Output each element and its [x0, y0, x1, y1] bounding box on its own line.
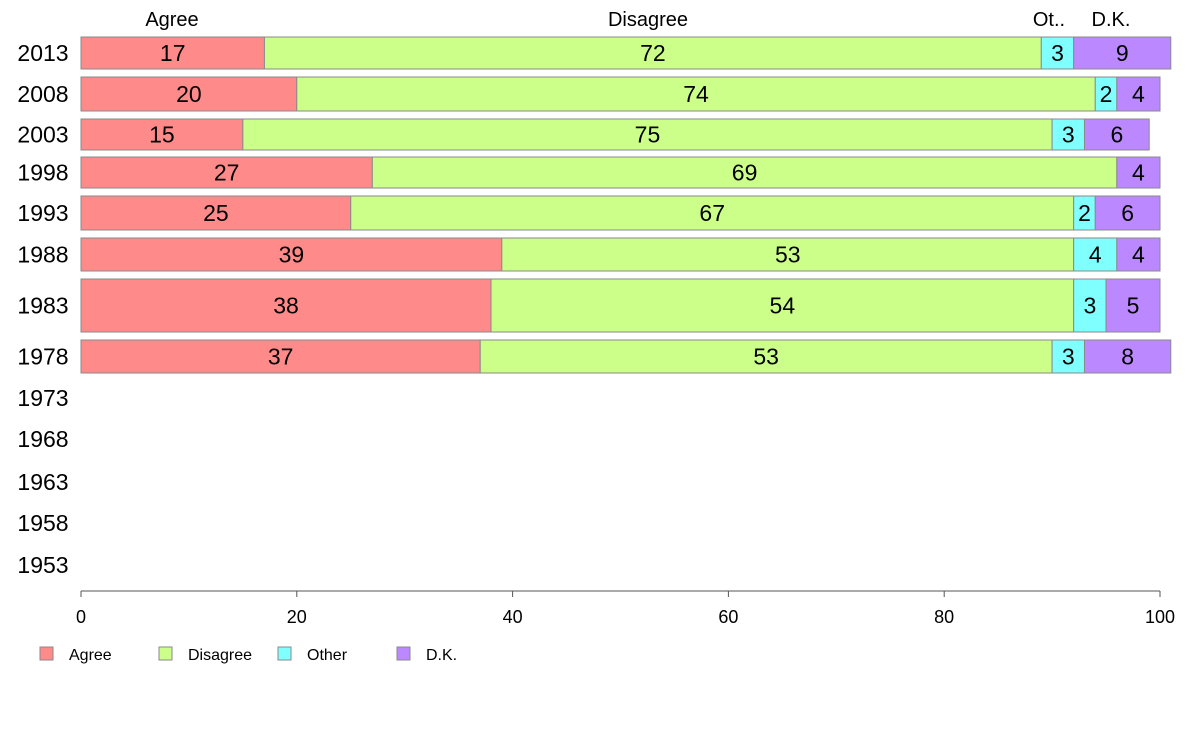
x-tick-label: 60	[718, 607, 738, 627]
bar-segment-dk-1998	[1116, 156, 1161, 189]
legend-swatch	[39, 646, 54, 661]
bar-segment-agree-1993	[80, 195, 352, 231]
column-header-1: Disagree	[608, 9, 688, 31]
data-label: 5	[1127, 293, 1140, 319]
column-header-2: Ot..	[1033, 9, 1065, 31]
legend-label: Disagree	[188, 647, 252, 664]
bar-segment-agree-2003	[80, 118, 244, 151]
data-label: 74	[683, 81, 709, 107]
data-label: 2	[1078, 200, 1091, 226]
legend-label: Other	[307, 647, 348, 664]
legend-label: D.K.	[426, 647, 457, 664]
data-label: 27	[214, 160, 240, 186]
legend-swatch	[158, 646, 173, 661]
data-label: 67	[699, 200, 725, 226]
bar-segment-dk-2013	[1073, 36, 1172, 70]
data-label: 25	[203, 200, 229, 226]
bar-segment-agree-1998	[80, 156, 373, 189]
legend: Agree Disagree Other D.K.	[39, 646, 457, 664]
year-axis: 2013 2008 2003 1998 1993 1988 1983 1978 1973 1968…	[17, 40, 68, 578]
bar-segment-disagree-2003	[242, 118, 1053, 151]
bar-segment-disagree-2013	[263, 36, 1042, 70]
x-tick-label: 80	[934, 607, 954, 627]
bar-segment-other-1983	[1073, 278, 1107, 333]
year-label: 2003	[17, 122, 68, 148]
bar-segment-other-2003	[1051, 118, 1085, 151]
data-label: 37	[268, 344, 294, 370]
bar-segment-agree-1978	[80, 339, 481, 374]
data-label: 3	[1051, 40, 1064, 66]
bar-segment-dk-2008	[1116, 76, 1161, 112]
bar-segment-other-2013	[1040, 36, 1075, 70]
data-label: 54	[770, 293, 796, 319]
data-label: 17	[160, 40, 186, 66]
plot-area: 17 72 3 920 74 2 415 75 3 627 69 425 67 2 639 53 4 438 54 3…	[80, 36, 1172, 374]
year-label: 2008	[17, 81, 68, 107]
bar-segment-dk-2003	[1083, 118, 1150, 151]
year-label: 1983	[17, 293, 68, 319]
data-label: 39	[279, 242, 305, 268]
bar-segment-agree-1988	[80, 237, 503, 272]
legend-swatch	[277, 646, 292, 661]
x-tick-label: 100	[1145, 607, 1175, 627]
bar-segment-disagree-2008	[296, 76, 1096, 112]
data-label: 72	[640, 40, 666, 66]
year-label: 1963	[17, 469, 68, 495]
data-label: 3	[1083, 293, 1096, 319]
data-label: 6	[1121, 200, 1134, 226]
data-label: 15	[149, 122, 175, 148]
data-label: 3	[1062, 122, 1075, 148]
data-label: 2	[1100, 81, 1113, 107]
bar-segment-disagree-1978	[479, 339, 1053, 374]
year-label: 1988	[17, 242, 68, 268]
year-label: 1958	[17, 510, 68, 536]
year-label: 2013	[17, 40, 68, 66]
x-tick-label: 20	[287, 607, 307, 627]
data-label: 75	[635, 122, 661, 148]
data-label: 53	[753, 344, 779, 370]
bar-segment-disagree-1983	[490, 278, 1075, 333]
x-axis: 0 20 40 60 80 100	[76, 590, 1175, 627]
year-label: 1953	[17, 552, 68, 578]
bar-segment-dk-1983	[1105, 278, 1161, 333]
column-header-3: D.K.	[1092, 9, 1131, 31]
bar-segment-dk-1978	[1083, 339, 1172, 374]
column-header-0: Agree	[145, 9, 198, 31]
data-label: 4	[1132, 160, 1145, 186]
bar-segment-other-1978	[1051, 339, 1085, 374]
year-label: 1968	[17, 426, 68, 452]
data-label: 20	[176, 81, 202, 107]
year-label: 1998	[17, 160, 68, 186]
x-tick-label: 0	[76, 607, 86, 627]
bar-segment-dk-1988	[1116, 237, 1161, 272]
data-label: 38	[273, 293, 299, 319]
year-label: 1993	[17, 200, 68, 226]
year-label: 1978	[17, 344, 68, 370]
bar-segment-disagree-1993	[350, 195, 1075, 231]
bar-segment-agree-2008	[80, 76, 298, 112]
legend-swatch	[396, 646, 411, 661]
data-label: 69	[732, 160, 758, 186]
data-label: 8	[1121, 344, 1134, 370]
data-label: 53	[775, 242, 801, 268]
bar-segment-agree-2013	[80, 36, 265, 70]
data-label: 3	[1062, 344, 1075, 370]
data-label: 4	[1132, 81, 1145, 107]
data-label: 4	[1089, 242, 1102, 268]
data-label: 6	[1110, 122, 1123, 148]
legend-label: Agree	[69, 647, 112, 664]
year-label: 1973	[17, 385, 68, 411]
data-label: 4	[1132, 242, 1145, 268]
data-label: 9	[1116, 40, 1129, 66]
bar-segment-disagree-1998	[371, 156, 1118, 189]
bar-segment-dk-1993	[1094, 195, 1161, 231]
column-headers: Agree Disagree Ot.. D.K.	[145, 9, 1130, 31]
x-tick-label: 40	[503, 607, 523, 627]
